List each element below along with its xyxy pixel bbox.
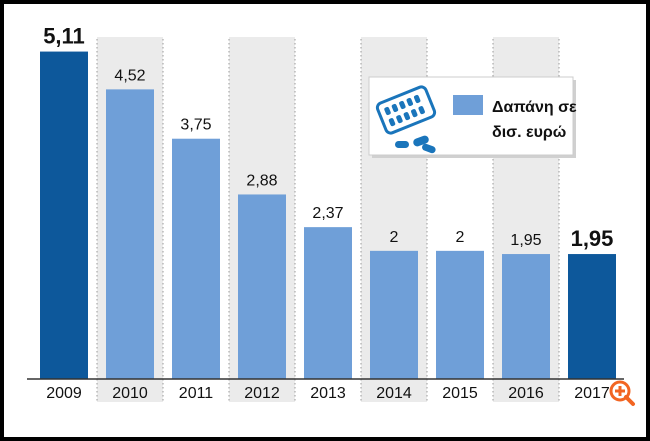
bar-2015 bbox=[436, 250, 484, 379]
bar-2016 bbox=[502, 254, 550, 379]
x-tick-label-2016: 2016 bbox=[508, 385, 544, 402]
data-label-2013: 2,37 bbox=[312, 205, 343, 222]
legend-swatch bbox=[453, 95, 483, 115]
x-tick-label-2015: 2015 bbox=[442, 385, 478, 402]
data-label-2014: 2 bbox=[390, 229, 399, 246]
x-tick-label-2011: 2011 bbox=[179, 385, 214, 402]
legend-label-line2: δισ. ευρώ bbox=[492, 124, 566, 141]
data-label-2010: 4,52 bbox=[114, 67, 145, 84]
bar-2013 bbox=[304, 227, 352, 379]
data-label-2011: 3,75 bbox=[180, 117, 211, 134]
legend-label-line1: Δαπάνη σε bbox=[492, 99, 577, 116]
bar-2009 bbox=[40, 51, 88, 380]
data-label-2012: 2,88 bbox=[246, 172, 277, 189]
data-label-2015: 2 bbox=[456, 229, 465, 246]
bar-2014 bbox=[370, 250, 418, 379]
chart-frame: 5,11 2009 4,52 2010 3,75 2011 2,88 2012 2,37 2013… bbox=[4, 4, 646, 437]
x-tick-label-2013: 2013 bbox=[310, 385, 346, 402]
x-tick-label-2010: 2010 bbox=[112, 385, 148, 402]
legend: Δαπάνη σε δισ. ευρώ bbox=[368, 76, 577, 158]
x-tick-label-2009: 2009 bbox=[46, 385, 82, 402]
zoom-in-icon[interactable] bbox=[609, 380, 635, 406]
data-label-2009: 5,11 bbox=[43, 24, 85, 49]
bar-2011 bbox=[172, 138, 220, 379]
bar-2012 bbox=[238, 194, 286, 379]
data-label-2017: 1,95 bbox=[571, 226, 614, 251]
x-tick-label-2012: 2012 bbox=[244, 385, 280, 402]
bar-2017 bbox=[568, 254, 616, 379]
x-tick-label-2014: 2014 bbox=[376, 385, 412, 402]
pill-pack-icon bbox=[375, 85, 437, 154]
bar-2010 bbox=[106, 89, 154, 379]
x-tick-label-2017: 2017 bbox=[574, 385, 610, 402]
data-label-2016: 1,95 bbox=[510, 232, 541, 249]
bar-chart: 5,11 2009 4,52 2010 3,75 2011 2,88 2012 2,37 2013… bbox=[27, 24, 635, 406]
